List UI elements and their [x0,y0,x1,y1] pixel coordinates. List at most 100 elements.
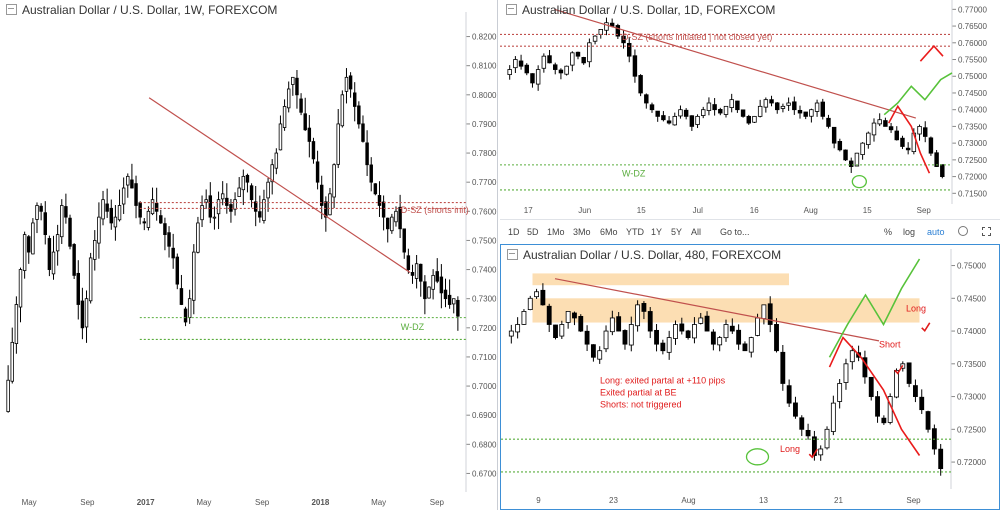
candle-body [769,99,774,104]
candle-body [638,75,643,94]
candle-body [60,205,64,238]
candle-body [513,59,518,69]
candle-body [515,324,521,333]
range-5d-button[interactable]: 5D [527,227,539,237]
y-tick-label: 0.8200 [472,33,497,42]
candle-body [775,102,780,111]
candle-body [814,102,820,112]
candle-body [373,183,378,195]
x-tick-label: 17 [524,206,533,215]
h4-chart-panel[interactable]: Australian Dollar / U.S. Dollar, 480, FO… [500,244,1000,510]
candle-body [274,152,279,169]
check-mark-icon [894,364,904,375]
candle-body [729,325,735,332]
y-tick-label: 0.74000 [958,106,987,115]
candle-body [68,217,72,247]
percent-toggle[interactable]: % [884,227,893,237]
candle-body [150,199,155,215]
candle-body [799,417,805,430]
collapse-icon[interactable] [6,4,17,15]
candle-body [824,428,830,449]
y-tick-label: 0.71500 [958,189,987,198]
h4-chart-canvas[interactable]: 0.75000 0.74500 0.74000 0.73500 0.73000 0.725… [501,245,999,509]
candle-body [319,184,324,206]
candle-body [126,175,130,186]
candle-body [547,55,552,64]
candle-body [854,152,860,167]
range-1mo-button[interactable]: 1Mo [547,227,565,237]
candle-body [627,42,632,57]
candle-body [748,337,754,353]
candle-body [598,29,603,35]
candle-body [883,120,888,127]
fullscreen-icon[interactable] [982,227,991,236]
candle-body [689,115,695,127]
candle-body [609,317,615,333]
candle-body [913,385,918,397]
x-tick-label: Sep [255,498,270,507]
x-tick-label: Sep [430,498,445,507]
y-tick-label: 0.72500 [957,425,986,434]
candle-body [718,109,723,114]
candle-body [564,65,569,75]
range-6mo-button[interactable]: 6Mo [600,227,618,237]
candle-body [35,205,39,220]
supply-zone-upper [532,273,789,286]
candle-body [266,181,270,199]
daily-chart-panel[interactable]: Australian Dollar / U.S. Dollar, 1D, FOR… [500,0,1000,244]
auto-toggle[interactable]: auto [927,227,945,237]
collapse-icon[interactable] [506,4,517,15]
candle-body [237,187,241,197]
candle-body [282,106,287,128]
weekly-chart-canvas[interactable]: 0.8200 0.8100 0.8000 0.7900 0.7800 0.7700 0.76… [0,0,497,510]
x-tick-label: 2017 [137,498,155,507]
daily-chart-canvas[interactable]: 0.77000 0.76500 0.76000 0.75500 0.75000 0.745… [500,0,1000,219]
collapse-icon[interactable] [507,249,518,260]
trendline [554,8,917,119]
candle-body [39,205,43,212]
candle-body [683,109,689,117]
wdz-label: W-DZ [401,322,425,332]
candle-body [138,202,142,218]
candle-body [97,216,101,244]
candle-body [923,127,928,137]
x-tick-label: Aug [681,496,695,505]
candle-body [723,324,729,339]
range-1d-button[interactable]: 1D [508,227,520,237]
log-toggle[interactable]: log [903,227,916,237]
candle-body [353,92,357,107]
check-mark-icon [808,448,818,459]
candle-body [695,115,700,125]
candle-body [792,101,797,111]
candle-body [584,330,590,345]
range-1y-button[interactable]: 1Y [651,227,663,237]
y-tick-label: 0.6900 [472,411,497,420]
candle-body [660,342,666,352]
candle-body [535,69,541,85]
candle-body [831,126,837,144]
goto-button[interactable]: Go to... [720,227,750,237]
candle-body [328,193,332,216]
x-tick-label: Sep [906,496,921,505]
candle-body [270,164,274,183]
settings-gear-icon[interactable] [958,226,968,236]
candle-body [587,42,592,63]
range-all-button[interactable]: All [691,227,702,237]
candle-body [245,174,250,183]
range-3mo-button[interactable]: 3Mo [573,227,591,237]
range-ytd-button[interactable]: YTD [626,227,644,237]
weekly-chart-panel[interactable]: Australian Dollar / U.S. Dollar, 1W, FOR… [0,0,498,510]
candle-body [315,161,320,183]
candle-body [527,297,533,311]
x-tick-label: Sep [80,498,95,507]
candle-body [894,369,899,398]
candle-body [414,263,419,279]
candle-body [679,323,685,332]
trendline [554,278,880,342]
candle-body [76,272,80,305]
range-5y-button[interactable]: 5Y [671,227,683,237]
candle-body [105,203,109,212]
y-tick-label: 0.73000 [957,393,986,402]
candle-body [332,164,336,198]
candle-body [871,122,877,136]
